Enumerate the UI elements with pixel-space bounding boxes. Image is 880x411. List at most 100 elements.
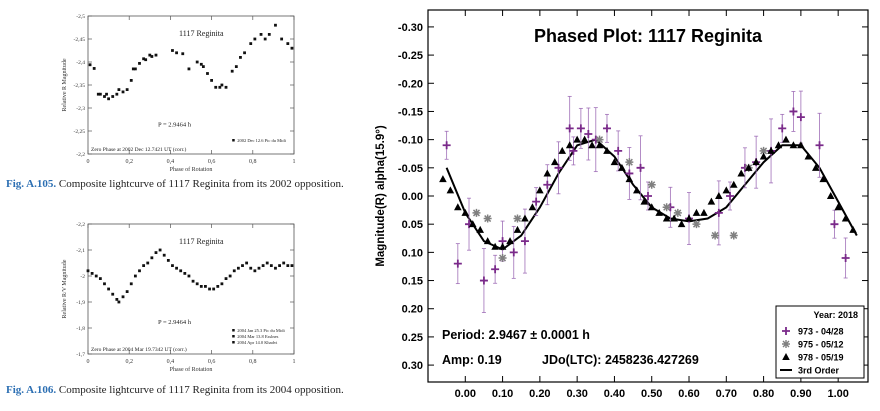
data-point-978	[521, 214, 529, 222]
data-point-978	[588, 141, 596, 149]
data-point	[94, 274, 98, 278]
x-tick-label: 1	[293, 359, 296, 365]
x-tick-label: 0.00	[455, 388, 476, 400]
data-point	[234, 65, 238, 68]
x-tick-label: 0.70	[716, 388, 737, 400]
legend-label: 973 - 04/28	[798, 327, 844, 337]
fit-curve-3rd-order	[445, 138, 858, 251]
y-tick-label: -2,3	[76, 106, 85, 112]
data-point	[150, 256, 154, 260]
data-point-978	[707, 197, 716, 205]
data-point	[269, 264, 273, 267]
y-tick-label: -2,5	[76, 14, 85, 20]
data-point	[245, 261, 249, 265]
data-point	[290, 264, 294, 267]
data-point	[158, 248, 162, 252]
data-point	[171, 264, 174, 267]
data-point-975	[673, 208, 682, 217]
data-point	[187, 67, 191, 71]
data-point-973	[841, 254, 850, 262]
data-point	[224, 85, 228, 89]
x-tick-label: 0.30	[566, 388, 587, 400]
legend-marker-973	[782, 327, 790, 335]
data-point	[179, 269, 183, 273]
data-point	[210, 79, 213, 82]
x-tick-label: 0	[87, 359, 90, 365]
data-point	[267, 33, 271, 36]
data-point-978	[603, 146, 611, 154]
data-point-973	[714, 208, 723, 217]
data-point-975	[513, 214, 522, 223]
data-point-978	[618, 163, 626, 171]
x-tick-label: 0.60	[678, 388, 699, 400]
data-point	[117, 88, 121, 91]
data-point	[98, 277, 102, 280]
data-point-978	[759, 152, 768, 160]
data-point-978	[506, 237, 514, 245]
data-point-978	[826, 192, 835, 199]
x-tick-label: 0.80	[753, 388, 774, 400]
data-point	[241, 264, 244, 267]
data-point-978	[849, 225, 857, 233]
data-point	[263, 37, 267, 41]
data-point-978	[692, 208, 701, 216]
data-point	[212, 287, 216, 291]
data-point	[216, 285, 220, 288]
y-tick-label: -0.30	[398, 22, 423, 34]
data-point-973	[509, 248, 518, 257]
x-tick-label: 0.20	[529, 388, 550, 400]
data-point	[107, 287, 110, 291]
x-tick-label: 0.90	[790, 388, 811, 400]
y-tick-label: 0.20	[402, 304, 423, 316]
y-tick-label: -2,2	[76, 152, 85, 158]
data-point	[175, 51, 178, 55]
data-point	[125, 88, 129, 91]
data-point-978	[633, 186, 641, 194]
data-point	[115, 298, 119, 301]
caption-fig-a106: Fig. A.106. Composite lightcurve of 1117…	[6, 384, 346, 397]
x-axis-label: Phase of Rotation	[170, 166, 213, 173]
data-point-978	[528, 203, 537, 211]
zero-phase-label: Zero Phase at 2004 Mar 19.7342 UT (corr.…	[91, 346, 187, 353]
data-point-978	[565, 141, 574, 149]
period-label: P = 2.9464 h	[158, 121, 192, 128]
data-point-978	[454, 203, 462, 211]
legend-marker	[232, 139, 235, 142]
data-point-973	[636, 163, 645, 172]
data-point	[249, 42, 253, 45]
legend-marker	[232, 329, 235, 332]
data-point-973	[442, 141, 451, 150]
legend-marker-975	[782, 340, 790, 348]
data-point-973	[565, 124, 574, 133]
data-point-978	[811, 163, 820, 171]
x-tick-label: 0,2	[125, 159, 133, 165]
x-tick-label: 1.00	[827, 388, 848, 400]
data-point-973	[453, 259, 462, 268]
data-point-978	[782, 135, 790, 143]
data-point-978	[536, 186, 544, 194]
x-tick-label: 0.10	[492, 388, 513, 400]
data-point	[98, 92, 102, 96]
data-point	[265, 261, 269, 265]
amplitude-label: Amp: 0.19	[442, 353, 502, 367]
data-point-975	[625, 158, 634, 167]
y-tick-label: -0.25	[398, 50, 423, 62]
data-point-975	[483, 214, 492, 223]
data-point	[181, 52, 185, 56]
data-point	[111, 292, 115, 296]
data-point-975	[498, 254, 507, 262]
data-point	[129, 282, 133, 286]
data-point-973	[479, 276, 488, 285]
data-point	[103, 282, 106, 286]
data-point	[224, 277, 228, 280]
data-point-978	[558, 146, 567, 154]
legend-label: 2004 Mar 13.8 Esslnes	[237, 334, 278, 339]
caption-text: Composite lightcurve of 1117 Reginita fr…	[58, 384, 344, 396]
data-point-978	[797, 141, 805, 149]
x-tick-label: 0,8	[249, 159, 257, 165]
data-point	[138, 269, 141, 273]
y-tick-label: -0.10	[398, 135, 423, 147]
legend-label: 2004 Jan 25.3 Pic du Midi	[237, 328, 285, 333]
data-point-975	[711, 231, 720, 240]
data-point-973	[815, 141, 824, 150]
